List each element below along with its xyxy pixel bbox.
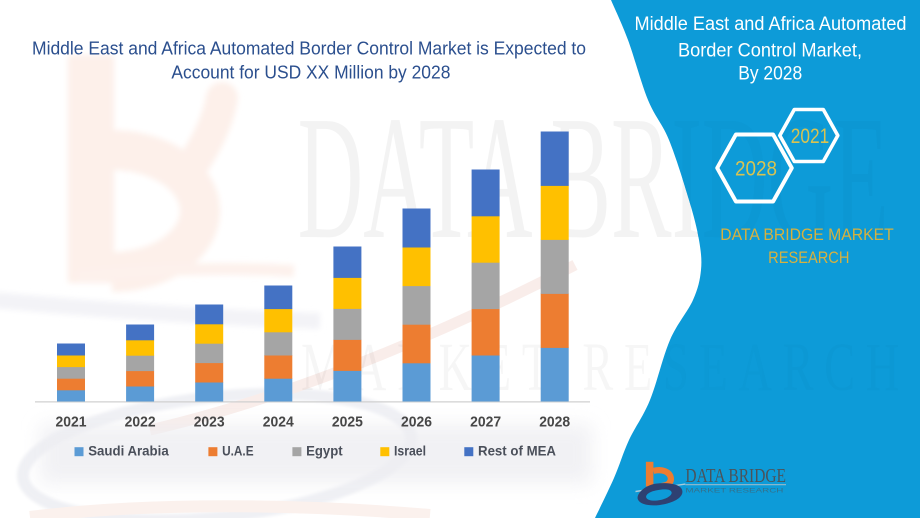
svg-text:2026: 2026 bbox=[401, 414, 432, 431]
svg-text:2025: 2025 bbox=[332, 414, 363, 431]
svg-text:2028: 2028 bbox=[539, 414, 570, 431]
svg-text:2021: 2021 bbox=[56, 414, 87, 431]
svg-text:Rest of MEA: Rest of MEA bbox=[478, 443, 556, 459]
svg-text:2024: 2024 bbox=[263, 414, 295, 431]
svg-text:Saudi Arabia: Saudi Arabia bbox=[88, 443, 169, 459]
svg-text:Middle East and Africa Automat: Middle East and Africa Automated Border … bbox=[32, 37, 586, 58]
svg-text:Egypt: Egypt bbox=[306, 443, 343, 459]
svg-text:MARKET RESEARCH: MARKET RESEARCH bbox=[685, 488, 784, 495]
svg-text:DATA BRIDGE: DATA BRIDGE bbox=[298, 80, 889, 276]
svg-text:Israel: Israel bbox=[394, 443, 426, 459]
svg-text:2028: 2028 bbox=[735, 156, 777, 180]
svg-text:2021: 2021 bbox=[791, 124, 830, 148]
svg-text:Border Control Market,: Border Control Market, bbox=[678, 40, 862, 62]
svg-text:DATA BRIDGE MARKET: DATA BRIDGE MARKET bbox=[720, 226, 894, 244]
svg-text:DATA BRIDGE: DATA BRIDGE bbox=[685, 465, 786, 487]
svg-text:2023: 2023 bbox=[194, 414, 225, 431]
svg-text:2022: 2022 bbox=[125, 414, 156, 431]
svg-text:U.A.E: U.A.E bbox=[222, 443, 254, 459]
svg-text:RESEARCH: RESEARCH bbox=[768, 249, 849, 267]
svg-text:By 2028: By 2028 bbox=[738, 63, 802, 85]
svg-text:Middle East and Africa Automat: Middle East and Africa Automated bbox=[635, 13, 907, 35]
svg-text:Account for USD XX Million by: Account for USD XX Million by 2028 bbox=[171, 61, 450, 82]
svg-text:2027: 2027 bbox=[470, 414, 501, 431]
